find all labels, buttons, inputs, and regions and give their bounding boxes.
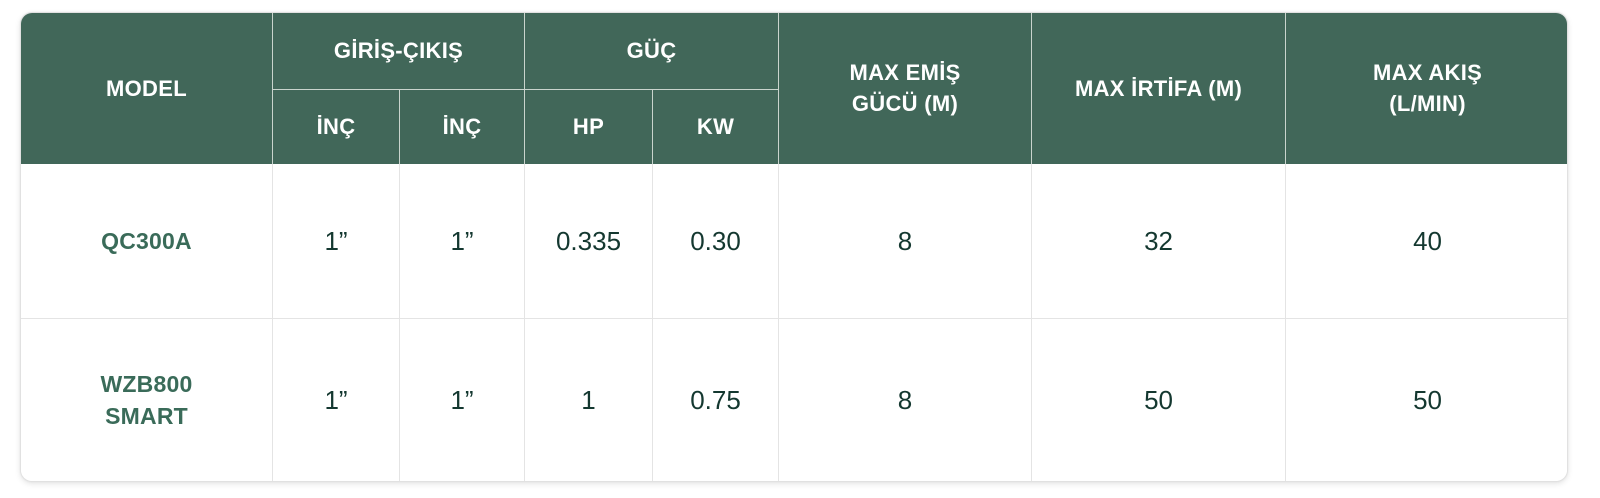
value-cell-inc-giris: 1” xyxy=(272,164,399,318)
col-header-giris-cikis: GİRİŞ-ÇIKIŞ xyxy=(272,13,525,89)
col-header-model: MODEL xyxy=(21,13,272,164)
value-cell-max-akis: 50 xyxy=(1285,318,1567,481)
value-cell-max-akis: 40 xyxy=(1285,164,1567,318)
col-header-max-akis: MAX AKIŞ (L/MIN) xyxy=(1285,13,1567,164)
col-header-max-emis-gucu: MAX EMİŞ GÜCÜ (M) xyxy=(778,13,1032,164)
table-row-wzb800-smart: WZB800 SMART 1” 1” 1 0.75 8 50 50 xyxy=(21,318,1567,481)
col-header-max-irtifa: MAX İRTİFA (M) xyxy=(1031,13,1286,164)
model-cell: QC300A xyxy=(101,227,192,254)
value-cell-kw: 0.75 xyxy=(652,318,779,481)
value-cell-inc-cikis: 1” xyxy=(399,164,524,318)
value-cell-max-emis: 8 xyxy=(778,164,1031,318)
value-cell-max-emis: 8 xyxy=(778,318,1032,481)
col-header-kw: KW xyxy=(652,89,779,164)
value-cell-hp: 0.335 xyxy=(524,164,652,318)
spec-table-card: MODEL GİRİŞ-ÇIKIŞ GÜÇ MAX EMİŞ GÜCÜ (M) … xyxy=(20,12,1568,482)
col-header-hp: HP xyxy=(524,89,653,164)
value-cell-inc-giris: 1” xyxy=(272,318,399,481)
value-cell-max-irtifa: 32 xyxy=(1031,164,1285,318)
spec-table: MODEL GİRİŞ-ÇIKIŞ GÜÇ MAX EMİŞ GÜCÜ (M) … xyxy=(21,13,1567,481)
value-cell-max-irtifa: 50 xyxy=(1031,318,1286,481)
value-cell-inc-cikis: 1” xyxy=(399,318,525,481)
value-cell-hp: 1 xyxy=(524,318,653,481)
col-header-inc-giris: İNÇ xyxy=(272,89,399,164)
table-header: MODEL GİRİŞ-ÇIKIŞ GÜÇ MAX EMİŞ GÜCÜ (M) … xyxy=(21,13,1567,164)
model-cell: WZB800 SMART xyxy=(21,318,272,481)
table-body: QC300A 1” 1” 0.335 0.30 8 32 40 WZB800 S… xyxy=(21,164,1567,481)
value-cell-kw: 0.30 xyxy=(652,164,778,318)
col-header-guc: GÜÇ xyxy=(524,13,779,89)
col-header-inc-cikis: İNÇ xyxy=(399,89,525,164)
table-row-qc300a: QC300A 1” 1” 0.335 0.30 8 32 40 xyxy=(21,164,1567,318)
